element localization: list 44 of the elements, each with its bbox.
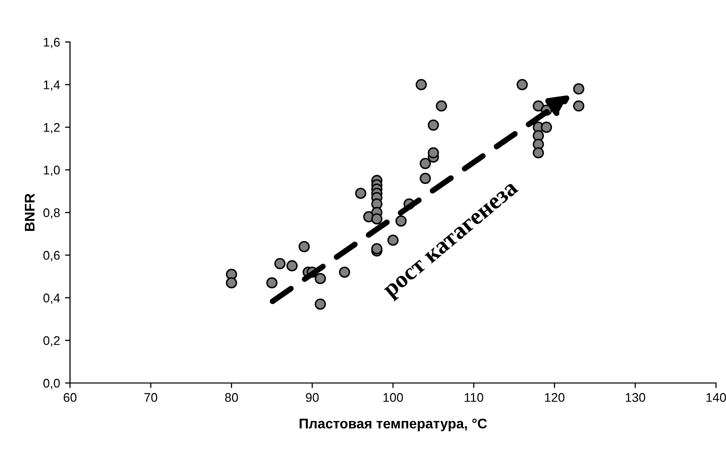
y-tick-label: 1,0 [44,166,60,176]
x-tick-label: 110 [464,393,484,402]
point [428,120,439,131]
point [266,277,278,288]
x-tick-label: 140 [706,393,726,402]
point [226,277,238,288]
x-tick-label: 120 [545,393,564,402]
point [420,172,431,184]
y-tick-label: 0,8 [43,208,60,219]
y-tick-label: 1,6 [44,38,60,48]
x-tick-label: 70 [144,393,158,402]
y-tick-label: 0,2 [43,336,60,347]
x-tick-label: 80 [225,393,238,402]
point [387,234,399,246]
point [395,215,407,227]
point [573,100,584,112]
y-tick-label: 0,6 [43,250,60,262]
y-axis-title: BNFR [24,193,34,231]
x-tick-label: 90 [306,393,319,402]
y-tick-label: 0,4 [43,294,60,304]
point [532,100,544,112]
point [428,147,439,158]
point [355,188,366,199]
point [436,100,448,112]
point [420,158,431,170]
point [314,272,326,284]
point [540,122,552,133]
x-axis-title: Пластовая температура, °C [300,418,487,432]
x-tick-label: 130 [626,393,646,402]
point [338,266,350,278]
point [371,213,382,224]
point [286,260,298,272]
point [274,258,286,270]
y-tick-label: 1,2 [44,123,60,134]
point [314,298,326,310]
point [532,147,544,158]
x-tick-label: 100 [384,393,403,402]
point [516,79,528,90]
y-tick-label: 1,4 [44,80,60,91]
point [573,83,584,94]
y-tick-label: 0,0 [43,378,60,390]
x-tick-label: 60 [64,393,76,402]
point [416,79,427,90]
point [298,240,310,252]
